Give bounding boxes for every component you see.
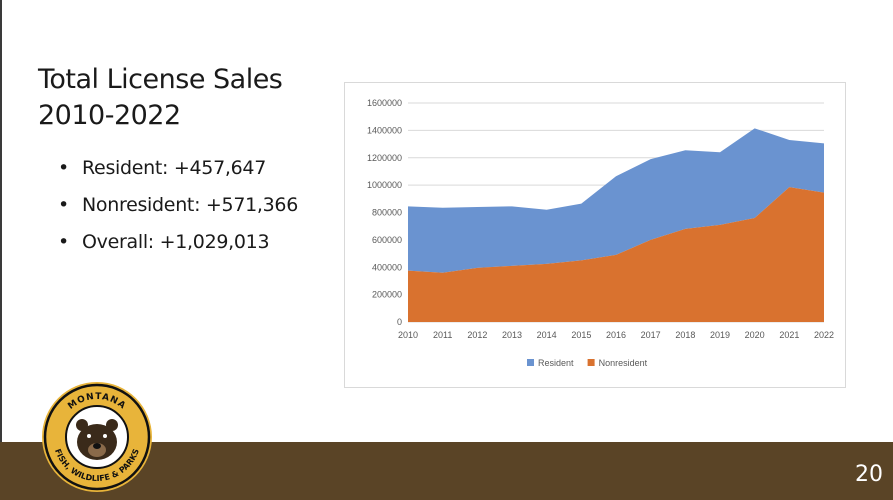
y-tick-label: 1200000	[367, 153, 402, 163]
y-tick-label: 0	[397, 317, 402, 327]
bullet-nonresident: Nonresident: +571,366	[58, 187, 298, 224]
x-tick-label: 2021	[779, 330, 799, 340]
y-tick-label: 1000000	[367, 180, 402, 190]
legend-label-resident: Resident	[538, 358, 574, 368]
area-chart: 0 200000 400000 600000 800000 1000000 1200000 1…	[367, 98, 834, 368]
bullet-resident: Resident: +457,647	[58, 150, 298, 187]
y-tick-label: 400000	[372, 262, 402, 272]
left-border	[0, 0, 2, 500]
y-tick-label: 600000	[372, 235, 402, 245]
series-area-nonresident	[408, 187, 824, 322]
x-tick-label: 2015	[571, 330, 591, 340]
legend-swatch-nonresident	[587, 359, 595, 366]
bear-head-icon	[76, 419, 118, 460]
x-tick-label: 2010	[398, 330, 418, 340]
chart-container: 0 200000 400000 600000 800000 1000000 1200000 1…	[344, 82, 846, 388]
slide-title-line2: 2010-2022	[38, 100, 181, 131]
series-area-resident	[408, 128, 824, 273]
legend-swatch-resident	[527, 359, 534, 366]
y-tick-label: 800000	[372, 208, 402, 218]
x-tick-label: 2019	[710, 330, 730, 340]
x-tick-label: 2017	[641, 330, 661, 340]
x-tick-label: 2011	[433, 330, 452, 340]
slide-title-line1: Total License Sales	[38, 64, 283, 95]
slide-title: Total License Sales 2010-2022	[38, 62, 283, 134]
x-tick-label: 2014	[537, 330, 557, 340]
bullet-list: Resident: +457,647 Nonresident: +571,366…	[58, 150, 298, 261]
bullet-overall: Overall: +1,029,013	[58, 224, 298, 261]
x-tick-label: 2016	[606, 330, 626, 340]
x-tick-label: 2013	[502, 330, 522, 340]
slide-number: 20	[855, 462, 883, 487]
y-tick-label: 200000	[372, 290, 402, 300]
x-tick-label: 2022	[814, 330, 834, 340]
legend-label-nonresident: Nonresident	[599, 358, 648, 368]
x-tick-label: 2012	[467, 330, 487, 340]
y-tick-label: 1600000	[367, 98, 402, 108]
montana-fwp-logo: MONTANA FISH, WILDLIFE & PARKS	[42, 382, 152, 492]
x-tick-label: 2018	[675, 330, 695, 340]
x-tick-label: 2020	[745, 330, 765, 340]
y-tick-label: 1400000	[367, 125, 402, 135]
